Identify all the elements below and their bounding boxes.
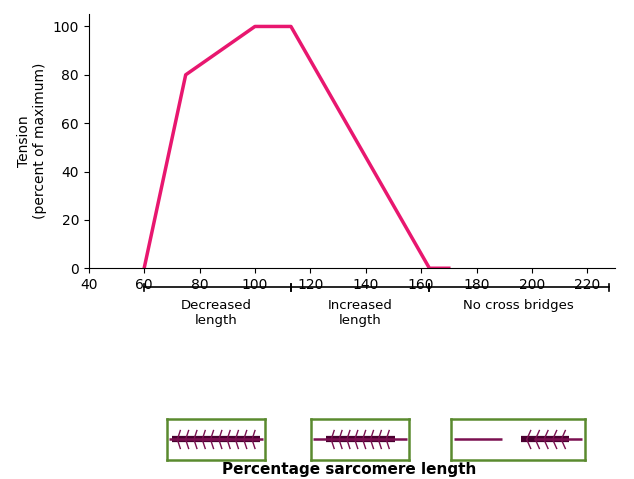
Text: Percentage sarcomere length: Percentage sarcomere length bbox=[221, 462, 476, 477]
Text: Decreased
length: Decreased length bbox=[181, 299, 252, 327]
Y-axis label: Tension
(percent of maximum): Tension (percent of maximum) bbox=[17, 63, 47, 219]
Text: Increased
length: Increased length bbox=[328, 299, 392, 327]
Text: No cross bridges: No cross bridges bbox=[463, 299, 573, 312]
